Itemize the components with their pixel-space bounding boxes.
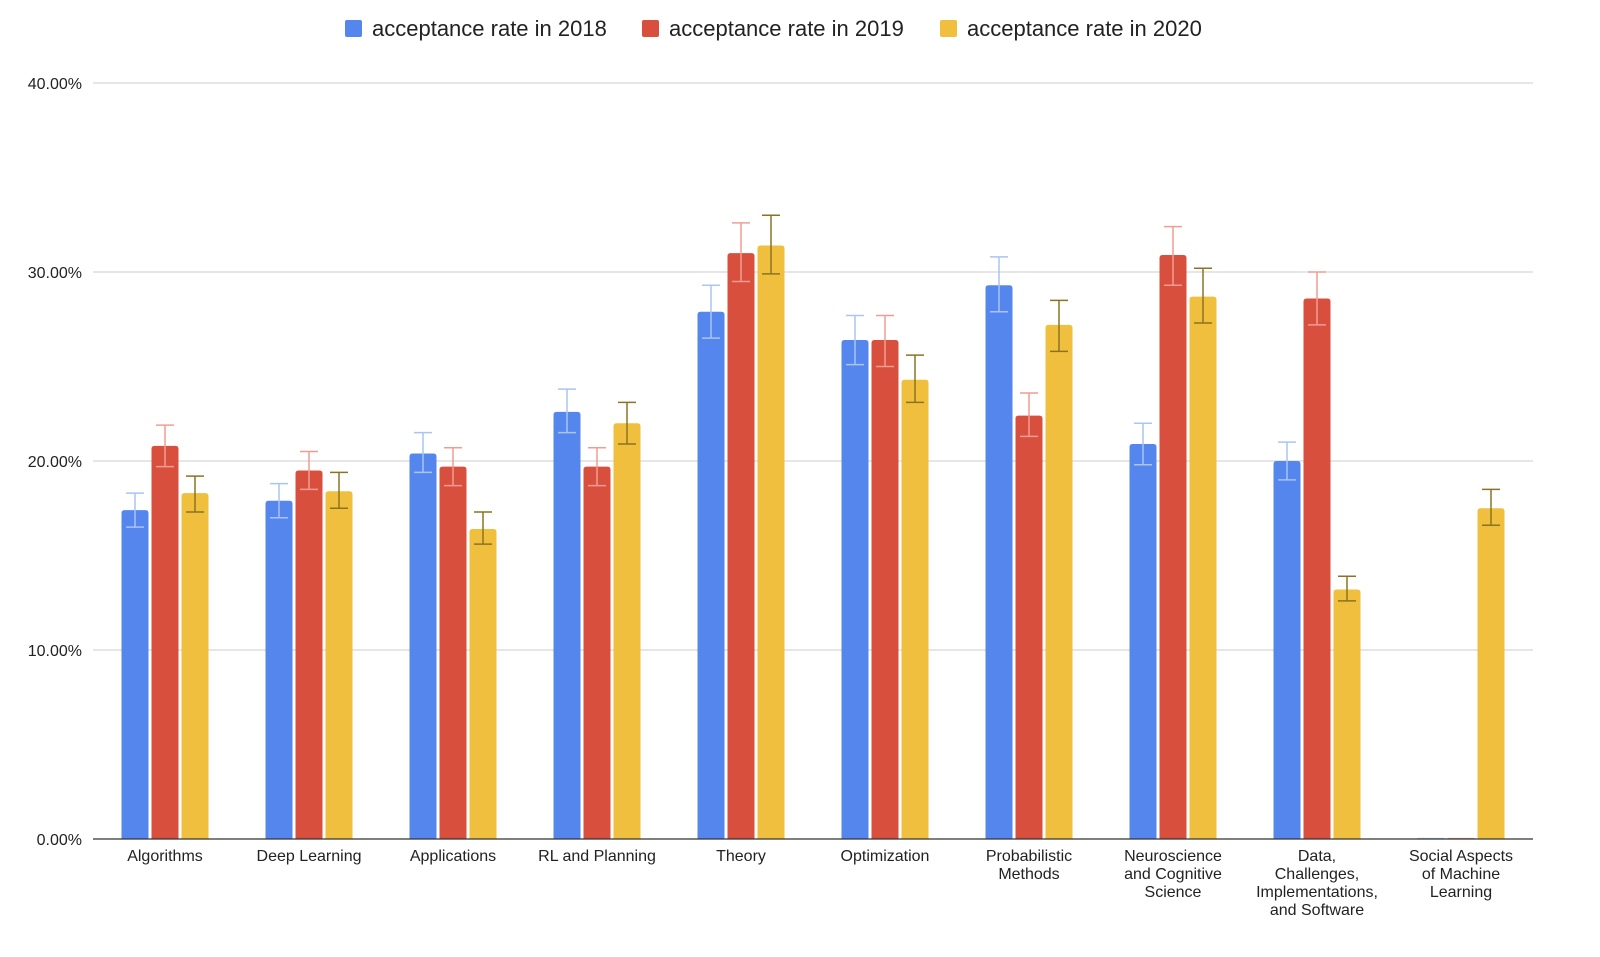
- bar-3-2: [325, 491, 353, 839]
- bar-3-10: [1477, 508, 1505, 839]
- legend-label: acceptance rate in 2019: [669, 16, 904, 41]
- error-bar-3-5: [762, 214, 780, 275]
- x-category-label: Probabilistic Methods: [986, 848, 1072, 883]
- bar-3-1: [181, 493, 209, 839]
- error-bar-1-6: [846, 314, 864, 366]
- error-bar-3-6: [906, 354, 924, 404]
- bar-2-9: [1303, 298, 1331, 840]
- bar-1-6: [841, 340, 869, 839]
- bar-2-1: [151, 445, 179, 839]
- x-category-label: RL and Planning: [538, 848, 656, 865]
- bar-1-1: [121, 510, 149, 839]
- x-category-label: Data, Challenges, Implementations, and Soft…: [1256, 848, 1378, 919]
- bar-1-7: [985, 285, 1013, 840]
- error-bar-3-3: [474, 511, 492, 545]
- error-bar-3-4: [618, 401, 636, 445]
- error-bar-1-2: [270, 482, 288, 519]
- error-bar-2-9: [1308, 271, 1326, 326]
- error-bar-1-8: [1134, 422, 1152, 466]
- bar-3-3: [469, 529, 497, 839]
- error-bar-2-5: [732, 222, 750, 283]
- legend-swatch: [345, 20, 362, 37]
- bar-1-5: [697, 311, 725, 839]
- error-bar-1-1: [126, 492, 144, 528]
- error-bar-1-4: [558, 388, 576, 434]
- bar-1-8: [1129, 443, 1157, 839]
- bar-2-5: [727, 253, 755, 840]
- error-bar-3-2: [330, 471, 348, 509]
- bar-2-3: [439, 466, 467, 839]
- legend-label: acceptance rate in 2020: [967, 16, 1202, 41]
- error-bar-2-1: [156, 424, 174, 468]
- bar-2-2: [295, 470, 323, 839]
- bar-3-5: [757, 245, 785, 840]
- error-bar-2-4: [588, 447, 606, 487]
- y-tick-label: 20.00%: [28, 454, 82, 471]
- bar-3-4: [613, 423, 641, 839]
- bar-2-6: [871, 340, 899, 839]
- legend-item-3: acceptance rate in 2020: [940, 16, 1202, 41]
- error-bar-3-8: [1194, 267, 1212, 324]
- error-bar-2-2: [300, 450, 318, 491]
- x-category-label: Algorithms: [127, 848, 203, 865]
- bar-1-2: [265, 500, 293, 839]
- error-bar-3-7: [1050, 299, 1068, 353]
- x-category-label: Social Aspects of Machine Learning: [1409, 848, 1513, 901]
- x-category-label: Optimization: [841, 848, 930, 865]
- bar-2-4: [583, 466, 611, 839]
- error-bar-2-6: [876, 314, 894, 368]
- error-bar-2-7: [1020, 392, 1038, 438]
- y-tick-label: 0.00%: [37, 832, 82, 849]
- bar-2-8: [1159, 254, 1187, 840]
- y-tick-label: 40.00%: [28, 76, 82, 93]
- error-bar-3-10: [1482, 488, 1500, 527]
- error-bar-2-3: [444, 447, 462, 487]
- error-bar-1-5: [702, 284, 720, 339]
- x-category-label: Applications: [410, 848, 496, 865]
- legend-item-1: acceptance rate in 2018: [345, 16, 607, 41]
- bar-2-7: [1015, 415, 1043, 839]
- x-category-label: Neuroscience and Cognitive Science: [1124, 848, 1222, 901]
- bar-1-9: [1273, 461, 1301, 839]
- error-bar-1-3: [414, 431, 432, 474]
- legend-label: acceptance rate in 2018: [372, 16, 607, 41]
- bar-3-7: [1045, 324, 1073, 839]
- y-axis-ticks: 0.00% 10.00% 20.00% 30.00% 40.00%: [28, 76, 82, 849]
- bar-3-6: [901, 379, 929, 839]
- bar-1-3: [409, 453, 437, 839]
- error-bar-3-1: [186, 475, 204, 513]
- error-bars: [126, 214, 1500, 602]
- error-bar-1-7: [990, 256, 1008, 313]
- x-category-label: Theory: [716, 848, 766, 865]
- error-bar-2-8: [1164, 225, 1182, 286]
- x-category-label: Deep Learning: [257, 848, 362, 865]
- legend-swatch: [940, 20, 957, 37]
- y-tick-label: 30.00%: [28, 265, 82, 282]
- error-bar-3-9: [1338, 575, 1356, 602]
- error-bar-1-9: [1278, 441, 1296, 481]
- legend-swatch: [642, 20, 659, 37]
- y-tick-label: 10.00%: [28, 643, 82, 660]
- x-axis-category-labels: Algorithms Deep Learning Applications RL an…: [127, 848, 1513, 919]
- bar-3-9: [1333, 589, 1361, 839]
- bar-1-4: [553, 411, 581, 839]
- legend-item-2: acceptance rate in 2019: [642, 16, 904, 41]
- bar-3-8: [1189, 296, 1217, 839]
- legend: acceptance rate in 2018 acceptance rate i…: [345, 16, 1202, 41]
- bars: [121, 245, 1505, 840]
